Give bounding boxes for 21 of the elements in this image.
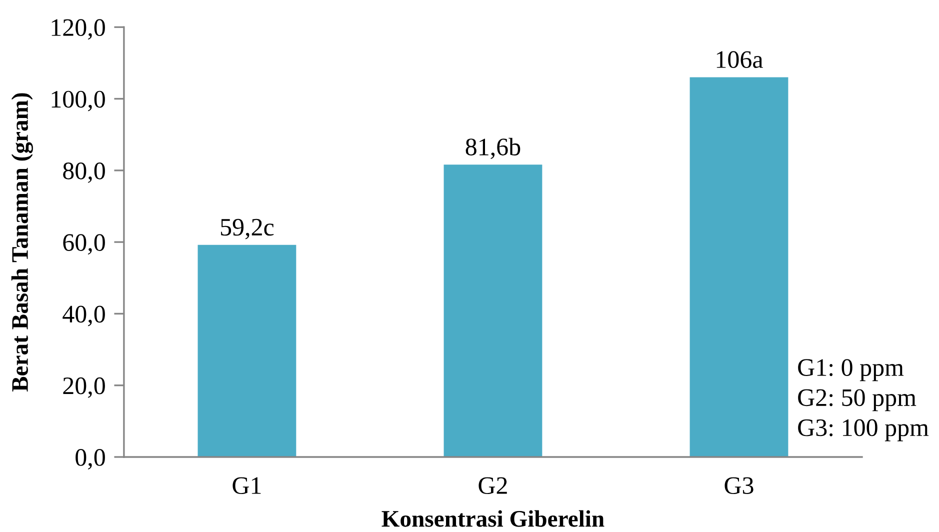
bar bbox=[198, 244, 296, 457]
annotation: G1: 0 ppm bbox=[798, 359, 904, 382]
y-tick-label: 120,0 bbox=[52, 19, 105, 40]
bar bbox=[690, 77, 788, 457]
y-tick-label: 100,0 bbox=[52, 90, 105, 112]
x-tick-label: G3 bbox=[724, 477, 754, 494]
y-tick-label: 80,0 bbox=[63, 162, 105, 183]
x-axis-title: Konsentrasi Giberelin bbox=[382, 510, 604, 527]
data-label: 81,6b bbox=[466, 138, 520, 160]
annotation: G2: 50 ppm bbox=[798, 389, 916, 412]
x-tick-label: G1 bbox=[232, 477, 261, 494]
y-tick-label: 20,0 bbox=[63, 377, 105, 398]
y-tick-label: 60,0 bbox=[63, 234, 105, 255]
data-label: 106a bbox=[716, 51, 763, 68]
data-label: 59,2c bbox=[220, 218, 274, 240]
bar bbox=[444, 164, 542, 457]
annotation: G3: 100 ppm bbox=[798, 419, 929, 442]
y-axis-title: Berat Basah Tanaman (gram) bbox=[11, 93, 33, 392]
x-tick-label: G2 bbox=[478, 477, 507, 494]
y-tick-label: 0,0 bbox=[76, 449, 105, 470]
y-tick-label: 40,0 bbox=[62, 306, 105, 326]
